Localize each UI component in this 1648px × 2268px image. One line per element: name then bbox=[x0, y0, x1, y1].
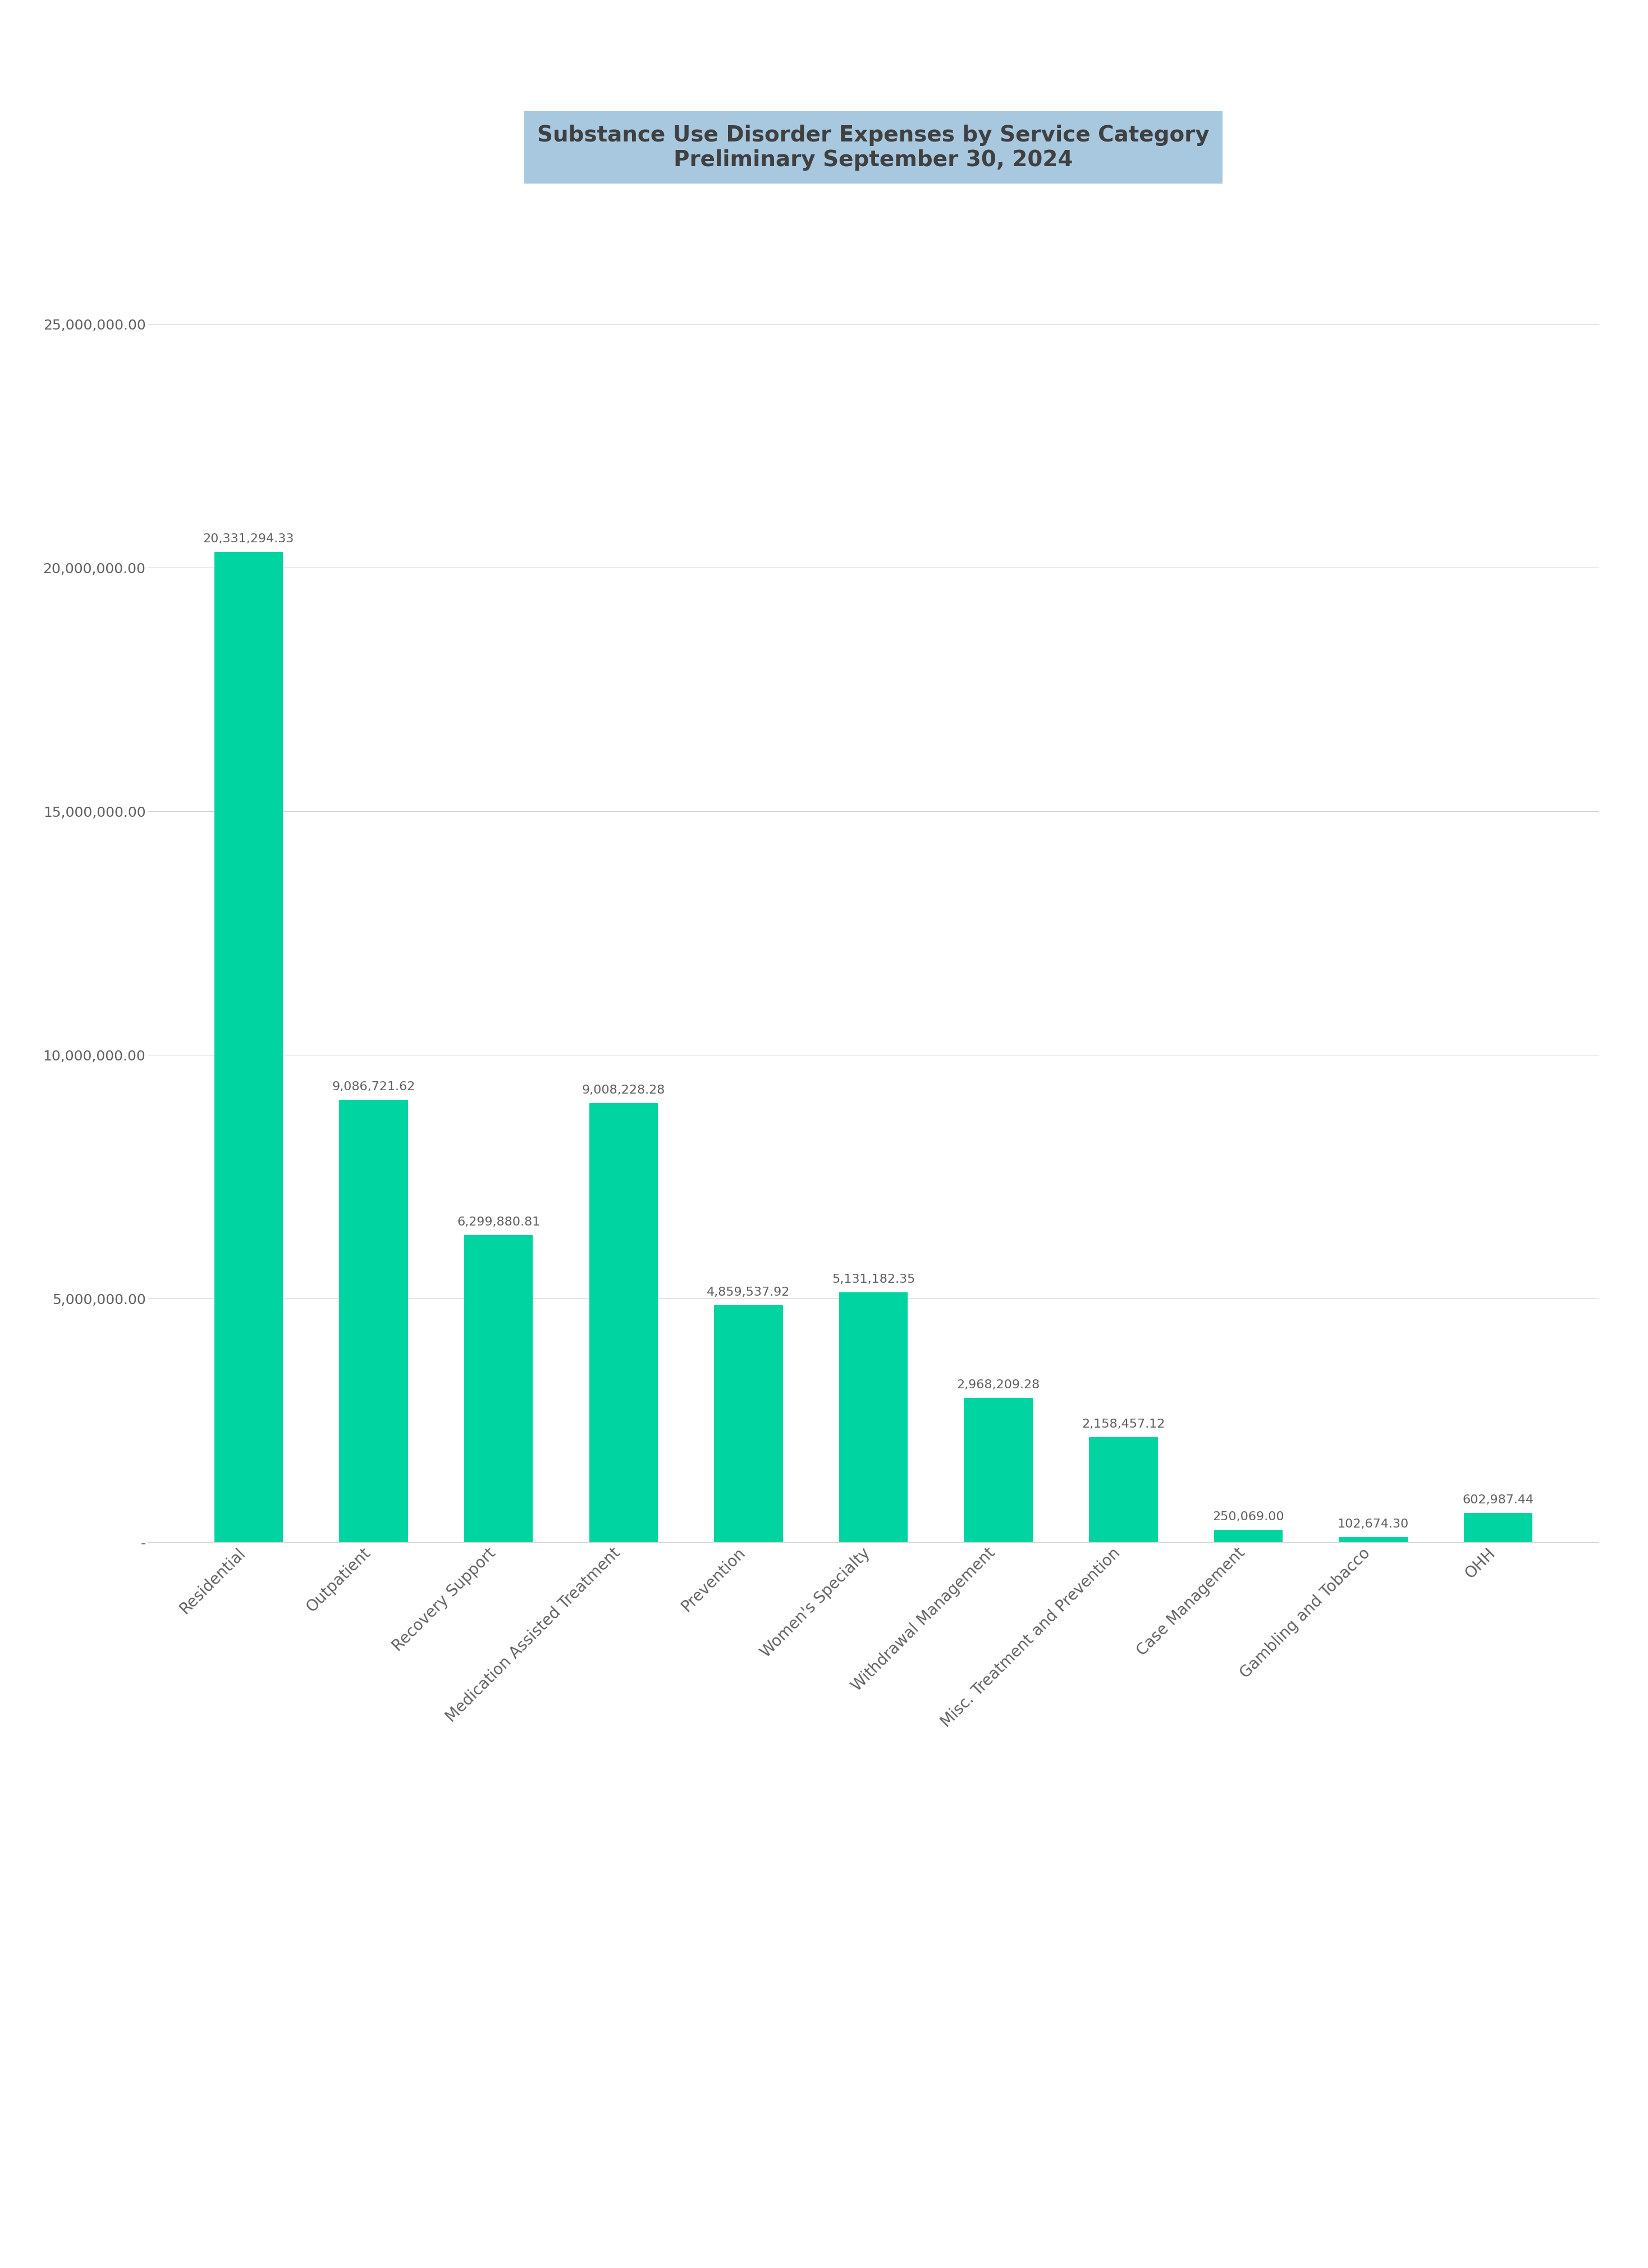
Text: 9,008,228.28: 9,008,228.28 bbox=[582, 1084, 666, 1095]
Text: Substance Use Disorder Expenses by Service Category
Preliminary September 30, 20: Substance Use Disorder Expenses by Servi… bbox=[537, 125, 1210, 170]
Text: 250,069.00: 250,069.00 bbox=[1213, 1510, 1284, 1522]
Bar bbox=[1089, 1438, 1159, 1542]
Text: 2,968,209.28: 2,968,209.28 bbox=[957, 1379, 1040, 1390]
Bar bbox=[839, 1293, 908, 1542]
Text: 2,158,457.12: 2,158,457.12 bbox=[1081, 1418, 1165, 1429]
Bar bbox=[1215, 1531, 1282, 1542]
Bar bbox=[214, 551, 283, 1542]
Text: 4,859,537.92: 4,859,537.92 bbox=[707, 1286, 789, 1297]
Bar bbox=[465, 1236, 532, 1542]
Bar bbox=[964, 1397, 1033, 1542]
Bar bbox=[339, 1100, 409, 1542]
Bar bbox=[588, 1102, 658, 1542]
Text: 20,331,294.33: 20,331,294.33 bbox=[203, 533, 295, 544]
Text: 602,987.44: 602,987.44 bbox=[1462, 1495, 1534, 1506]
Bar bbox=[714, 1306, 783, 1542]
Text: 5,131,182.35: 5,131,182.35 bbox=[832, 1275, 915, 1286]
Bar bbox=[1463, 1513, 1533, 1542]
Text: 9,086,721.62: 9,086,721.62 bbox=[331, 1082, 415, 1093]
Text: 102,674.30: 102,674.30 bbox=[1338, 1520, 1409, 1531]
Text: 6,299,880.81: 6,299,880.81 bbox=[456, 1216, 541, 1227]
Bar bbox=[1338, 1538, 1407, 1542]
